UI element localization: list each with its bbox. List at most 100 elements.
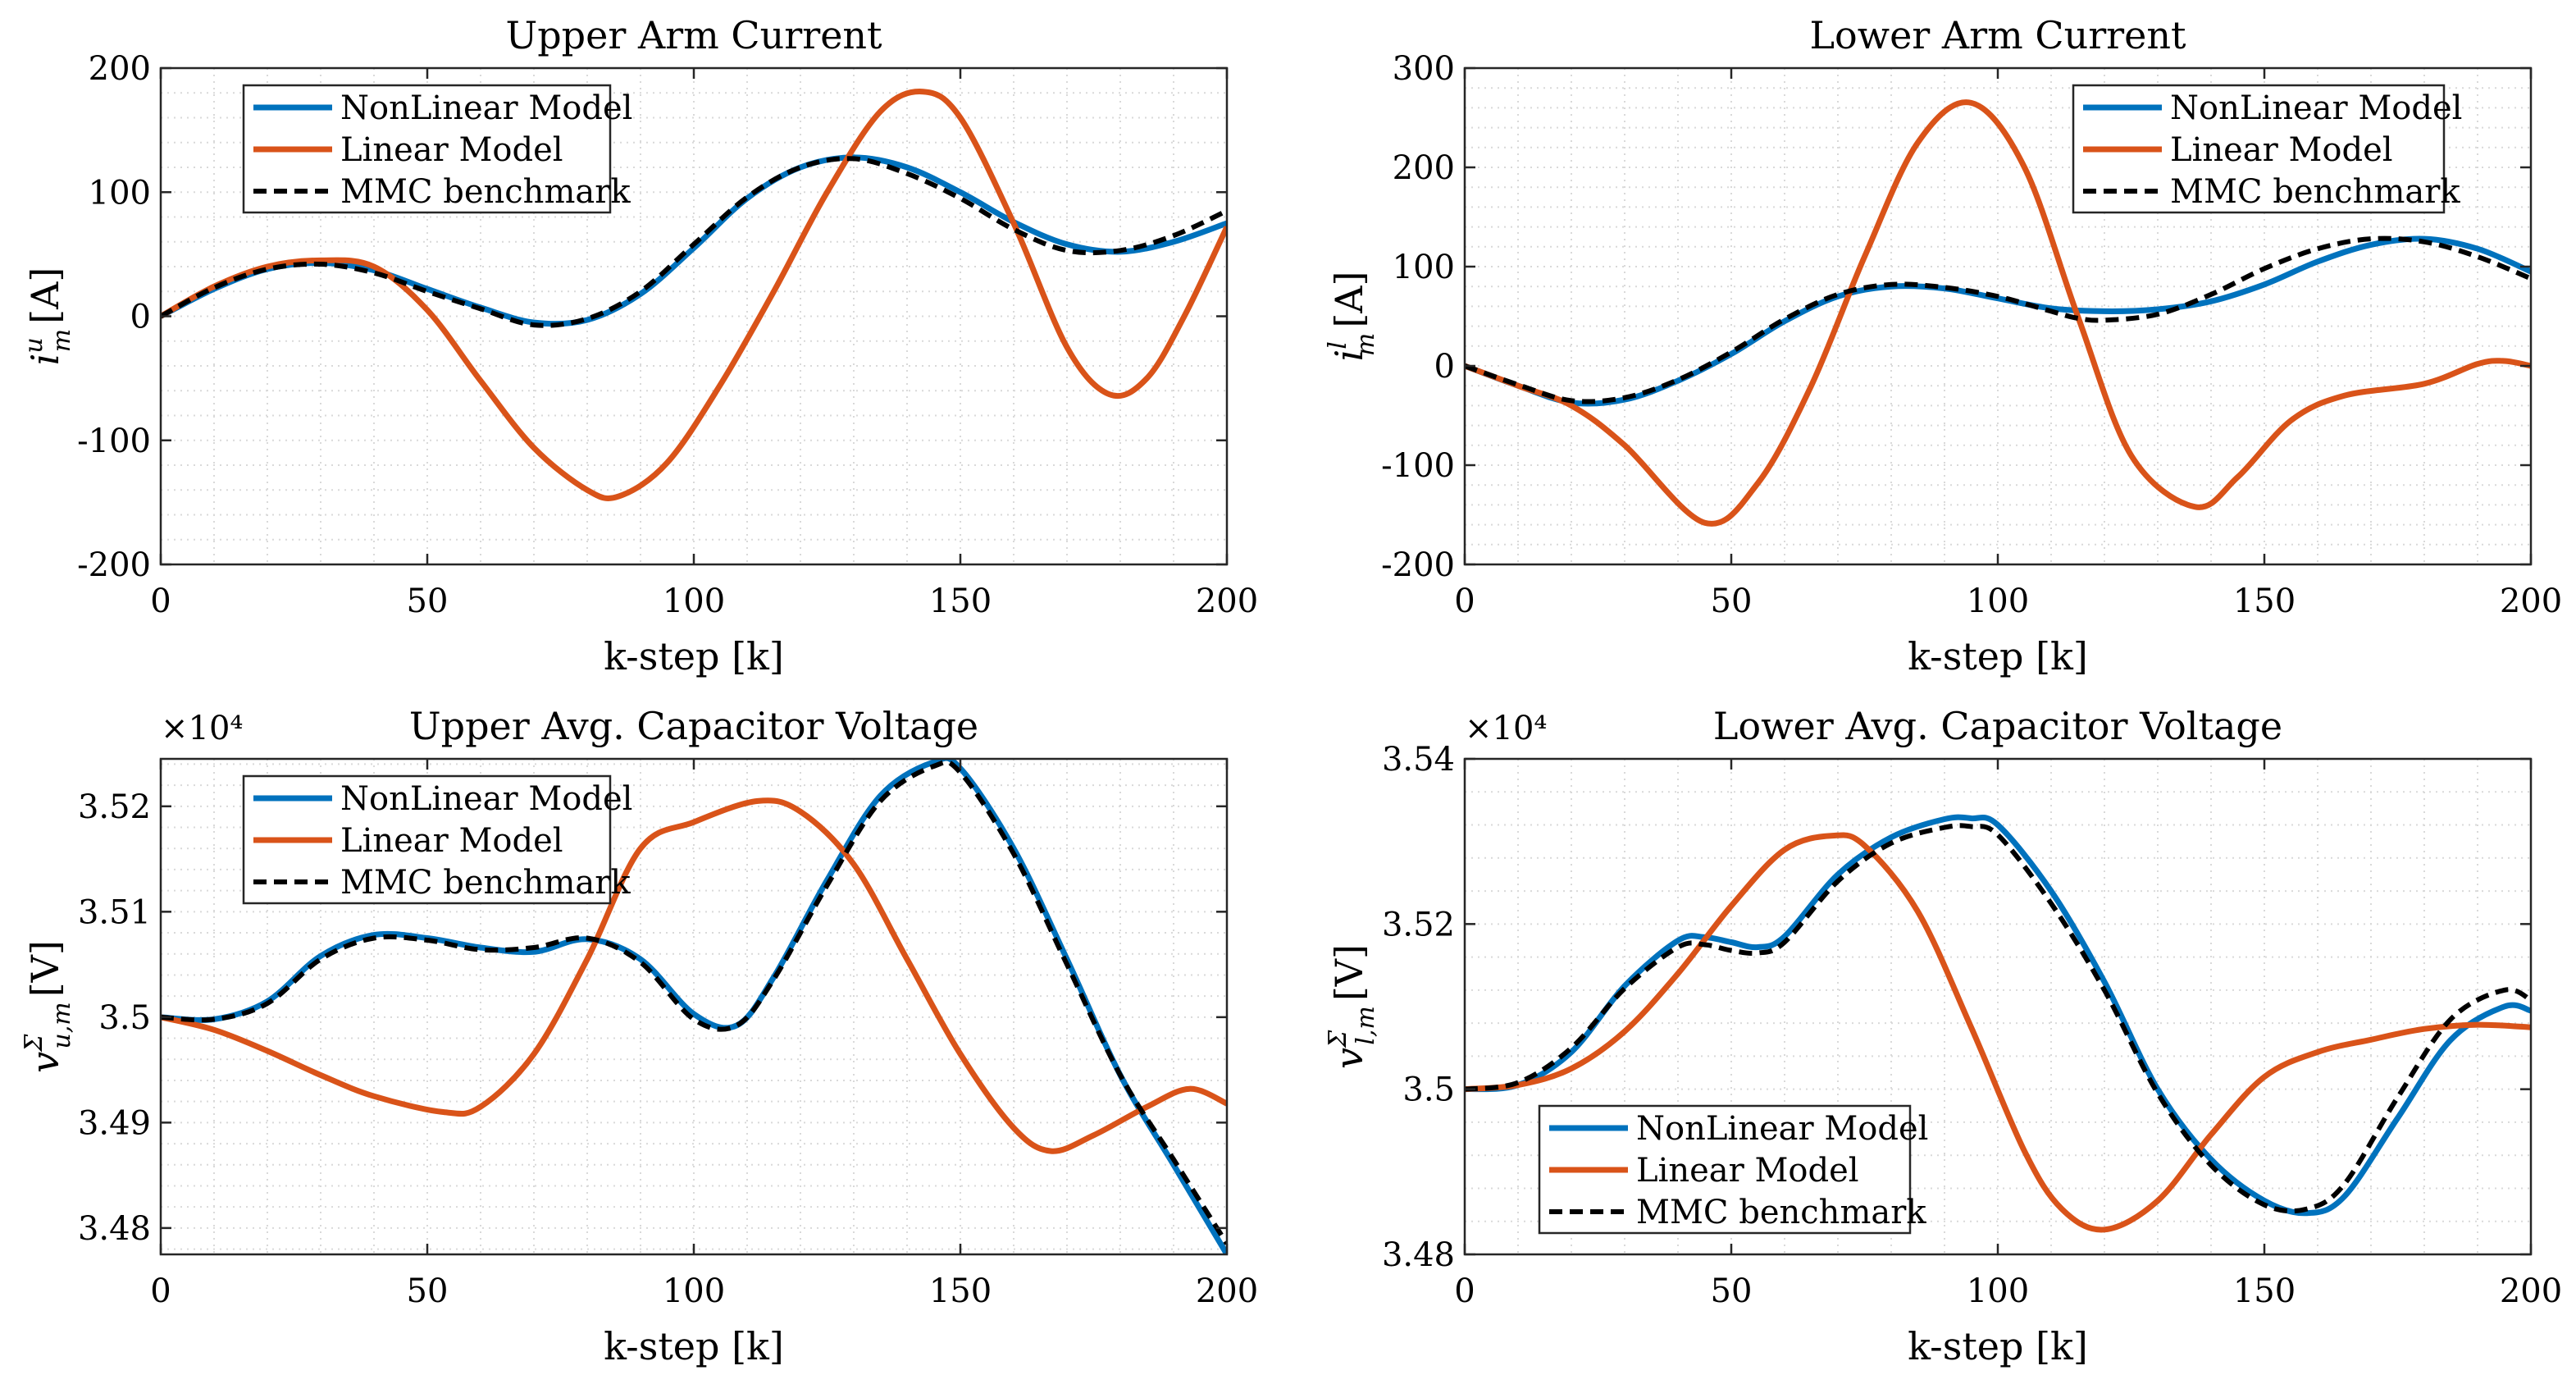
y-tick-label: 200	[1393, 149, 1455, 187]
series-group	[161, 759, 1227, 1254]
series-line-mmc-benchmark	[161, 156, 1227, 328]
x-tick-label: 100	[1967, 1272, 2029, 1310]
x-tick-label: 0	[1454, 1272, 1475, 1310]
legend-label-nonlinear-model: NonLinear Model	[340, 89, 632, 127]
y-tick-label: 3.52	[1382, 906, 1455, 943]
x-tick-label: 0	[150, 582, 171, 620]
x-tick-label: 50	[407, 1272, 449, 1310]
y-exponent-label: ×10⁴	[1465, 710, 1547, 747]
legend-label-linear-model: Linear Model	[340, 822, 563, 860]
y-tick-label: -200	[1381, 546, 1455, 584]
x-tick-label: 50	[1711, 582, 1753, 620]
y-label-subscript: l,m	[1352, 1006, 1380, 1045]
chart-title: Upper Arm Current	[505, 13, 882, 57]
series-line-nonlinear-model	[1465, 814, 2531, 1217]
x-tick-label: 150	[2233, 582, 2296, 620]
x-tick-label: 200	[1196, 1272, 1258, 1310]
y-tick-label: 100	[89, 174, 151, 212]
legend-label-linear-model: Linear Model	[1636, 1152, 1859, 1190]
x-tick-label: 200	[1196, 582, 1258, 620]
x-tick-label: 100	[663, 582, 725, 620]
y-tick-label: -100	[1381, 447, 1455, 485]
chart-title: Lower Arm Current	[1809, 13, 2186, 57]
x-tick-label: 200	[2500, 582, 2562, 620]
y-axis-label: vΣu,m [V]	[20, 940, 76, 1073]
legend-label-mmc-benchmark: MMC benchmark	[340, 864, 631, 902]
y-tick-label: 3.52	[78, 788, 151, 826]
legend-label-nonlinear-model: NonLinear Model	[340, 780, 632, 818]
y-tick-label: 100	[1393, 249, 1455, 286]
series-line-linear-model	[161, 797, 1227, 1154]
y-tick-label: 3.49	[78, 1104, 151, 1142]
x-tick-label: 200	[2500, 1272, 2562, 1310]
legend-label-linear-model: Linear Model	[2170, 131, 2393, 169]
legend: NonLinear Model Linear Model MMC benchmark	[1538, 1104, 1928, 1235]
x-tick-label: 50	[407, 582, 449, 620]
y-tick-label: -200	[77, 546, 151, 584]
legend: NonLinear Model Linear Model MMC benchmark	[242, 774, 632, 905]
x-tick-label: 0	[150, 1272, 171, 1310]
x-axis-label: k-step [k]	[1908, 1324, 2088, 1368]
y-tick-label: 300	[1393, 50, 1455, 88]
y-label-subscript: m	[48, 329, 76, 352]
y-label-unit: [A]	[1327, 272, 1371, 328]
series-group	[1465, 814, 2531, 1233]
y-label-unit: [A]	[23, 267, 67, 324]
y-axis-label: vΣl,m [V]	[1324, 944, 1380, 1069]
series-line-mmc-benchmark	[161, 760, 1227, 1245]
y-axis-label: ium [A]	[20, 267, 76, 366]
legend-label-nonlinear-model: NonLinear Model	[1636, 1110, 1928, 1148]
y-tick-label: 3.5	[1402, 1071, 1455, 1109]
legend-label-mmc-benchmark: MMC benchmark	[2170, 173, 2460, 211]
y-label-superscript: l	[1324, 341, 1352, 349]
x-tick-label: 150	[929, 582, 992, 620]
x-tick-label: 150	[929, 1272, 992, 1310]
y-tick-label: -100	[77, 423, 151, 460]
chart-title: Lower Avg. Capacitor Voltage	[1713, 704, 2282, 748]
y-tick-label: 3.51	[78, 893, 151, 931]
y-label-unit: [V]	[23, 940, 67, 997]
series-line-linear-model	[161, 89, 1227, 501]
series-line-mmc-benchmark	[1465, 235, 2531, 404]
x-tick-label: 100	[1967, 582, 2029, 620]
x-tick-label: 100	[663, 1272, 725, 1310]
legend: NonLinear Model Linear Model MMC benchmark	[242, 84, 632, 214]
x-axis-label: k-step [k]	[604, 634, 784, 678]
legend: NonLinear Model Linear Model MMC benchmark	[2072, 84, 2462, 214]
y-label-subscript: u,m	[48, 1002, 76, 1048]
y-label-superscript: u	[20, 337, 48, 353]
legend-label-nonlinear-model: NonLinear Model	[2170, 89, 2462, 127]
chart-lower-avg-capacitor-voltage: 0 50 100 150 200 3.48 3.5 3.52 3.54 Lower Avg. Ca…	[1324, 704, 2562, 1368]
y-label-symbol: v	[23, 1052, 67, 1073]
y-label-symbol: i	[1327, 349, 1371, 362]
chart-upper-arm-current: 0 50 100 150 200 -200 -100 0 100 200 Upper Arm Cur…	[20, 13, 1258, 678]
chart-upper-avg-capacitor-voltage: 0 50 100 150 200 3.48 3.49 3.5 3.51 3.52 Upper Avg…	[20, 704, 1258, 1368]
chart-lower-arm-current: 0 50 100 150 200 -200 -100 0 100 200 300 Lower Arm …	[1324, 13, 2562, 678]
series-line-mmc-benchmark	[1465, 823, 2531, 1214]
legend-label-mmc-benchmark: MMC benchmark	[340, 173, 631, 211]
x-axis-label: k-step [k]	[604, 1324, 784, 1368]
x-tick-label: 50	[1711, 1272, 1753, 1310]
y-exponent-label: ×10⁴	[161, 710, 243, 747]
y-tick-label: 3.54	[1382, 741, 1455, 779]
y-label-superscript: Σ	[20, 1034, 48, 1053]
legend-label-mmc-benchmark: MMC benchmark	[1636, 1194, 1926, 1231]
y-tick-label: 3.48	[1382, 1236, 1455, 1274]
y-tick-label: 200	[89, 50, 151, 88]
chart-title: Upper Avg. Capacitor Voltage	[409, 704, 978, 748]
series-line-linear-model	[1465, 832, 2531, 1233]
x-tick-label: 0	[1454, 582, 1475, 620]
y-label-subscript: m	[1352, 333, 1380, 356]
y-label-superscript: Σ	[1324, 1030, 1352, 1048]
y-tick-label: 0	[1434, 348, 1455, 386]
x-tick-label: 150	[2233, 1272, 2296, 1310]
y-label-symbol: i	[23, 354, 67, 366]
y-label-unit: [V]	[1327, 944, 1371, 1001]
series-group	[1465, 99, 2531, 527]
series-group	[161, 89, 1227, 501]
y-tick-label: 3.5	[98, 999, 151, 1037]
series-line-linear-model	[1465, 99, 2531, 527]
y-tick-label: 0	[130, 299, 151, 336]
y-tick-label: 3.48	[78, 1210, 151, 1248]
